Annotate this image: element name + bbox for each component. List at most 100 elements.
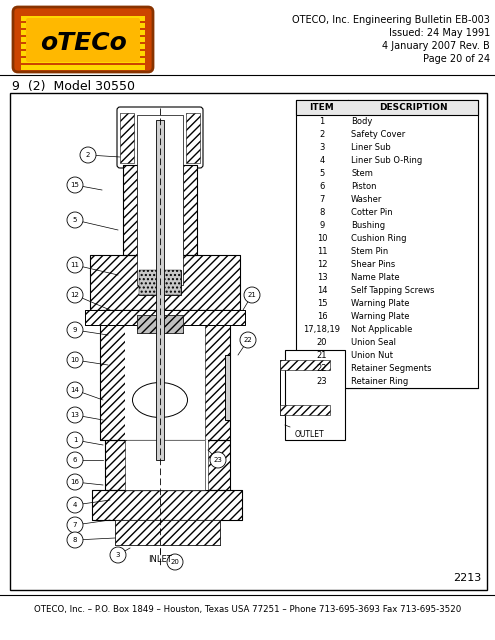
Polygon shape (15, 12, 151, 67)
Bar (100, 310, 230, 440)
Bar (105, 440, 127, 490)
Text: 2: 2 (319, 130, 325, 139)
Text: Issued: 24 May 1991: Issued: 24 May 1991 (389, 28, 490, 38)
Text: 17,18,19: 17,18,19 (303, 325, 341, 334)
Bar (85, 310, 245, 325)
Bar (105, 440, 230, 490)
Text: Stem Pin: Stem Pin (351, 247, 388, 256)
Text: Liner Sub O-Ring: Liner Sub O-Ring (351, 156, 422, 165)
Text: 8: 8 (73, 537, 77, 543)
Bar (139, 270, 181, 295)
Bar (139, 270, 181, 295)
Bar (10, 93, 487, 590)
Text: Liner Sub: Liner Sub (351, 143, 391, 152)
Bar (92, 490, 242, 520)
Text: OTECO, Inc. Engineering Bulletin EB-003: OTECO, Inc. Engineering Bulletin EB-003 (292, 15, 490, 25)
Text: 9  (2)  Model 30550: 9 (2) Model 30550 (12, 80, 135, 93)
Bar (125, 310, 205, 440)
Bar (21, 44, 145, 49)
Text: OTECO, Inc. – P.O. Box 1849 – Houston, Texas USA 77251 – Phone 713-695-3693 Fax : OTECO, Inc. – P.O. Box 1849 – Houston, T… (34, 605, 462, 614)
Text: DESCRIPTION: DESCRIPTION (379, 103, 447, 112)
Text: Name Plate: Name Plate (351, 273, 399, 282)
Text: 15: 15 (317, 299, 327, 308)
Circle shape (67, 382, 83, 398)
Circle shape (67, 352, 83, 368)
Text: 21: 21 (317, 351, 327, 360)
Text: 9: 9 (73, 327, 77, 333)
Text: 16: 16 (70, 479, 80, 485)
Text: 5: 5 (73, 217, 77, 223)
Circle shape (67, 517, 83, 533)
Text: 4 January 2007 Rev. B: 4 January 2007 Rev. B (382, 41, 490, 51)
Bar (100, 310, 125, 440)
Text: Warning Plate: Warning Plate (351, 299, 409, 308)
Text: 22: 22 (317, 364, 327, 373)
Circle shape (80, 147, 96, 163)
Text: 2213: 2213 (453, 573, 481, 583)
Bar (186, 113, 200, 163)
Text: Body: Body (351, 117, 372, 126)
Text: oTECo: oTECo (40, 31, 126, 55)
Ellipse shape (133, 383, 188, 417)
Text: 3: 3 (319, 143, 325, 152)
Text: 9: 9 (319, 221, 325, 230)
Text: Warning Plate: Warning Plate (351, 312, 409, 321)
Bar (90, 255, 240, 310)
Text: 15: 15 (71, 182, 79, 188)
Bar (280, 405, 330, 415)
Text: Bushing: Bushing (351, 221, 385, 230)
Text: 11: 11 (317, 247, 327, 256)
Text: Union Seal: Union Seal (351, 338, 396, 347)
Text: 16: 16 (317, 312, 327, 321)
Bar (280, 360, 330, 415)
Text: 3: 3 (116, 552, 120, 558)
Text: Self Tapping Screws: Self Tapping Screws (351, 286, 435, 295)
Text: 20: 20 (317, 338, 327, 347)
Text: 4: 4 (73, 502, 77, 508)
Bar (225, 355, 230, 420)
Text: 2: 2 (86, 152, 90, 158)
Text: 23: 23 (317, 377, 327, 386)
Text: Stem: Stem (351, 169, 373, 178)
Circle shape (67, 532, 83, 548)
Text: 10: 10 (70, 357, 80, 363)
Bar (92, 490, 242, 520)
Text: Page 20 of 24: Page 20 of 24 (423, 54, 490, 64)
Text: 20: 20 (171, 559, 179, 565)
Bar (123, 165, 197, 255)
Bar (296, 100, 478, 115)
Text: 4: 4 (319, 156, 325, 165)
Text: 6: 6 (319, 182, 325, 191)
Text: Safety Cover: Safety Cover (351, 130, 405, 139)
Bar (285, 350, 345, 440)
Text: Union Nut: Union Nut (351, 351, 393, 360)
Text: 23: 23 (213, 457, 222, 463)
Bar (280, 360, 330, 370)
Text: Retainer Segments: Retainer Segments (351, 364, 432, 373)
Circle shape (67, 257, 83, 273)
Bar (21, 65, 145, 70)
Bar (90, 255, 240, 310)
Text: OUTLET: OUTLET (295, 430, 325, 439)
Text: 7: 7 (319, 195, 325, 204)
Bar (205, 310, 230, 440)
Text: Not Applicable: Not Applicable (351, 325, 412, 334)
Bar (85, 310, 245, 325)
Circle shape (67, 452, 83, 468)
Text: Retainer Ring: Retainer Ring (351, 377, 408, 386)
Circle shape (67, 322, 83, 338)
Bar (115, 520, 220, 545)
Bar (137, 115, 183, 285)
Bar (123, 165, 137, 255)
Bar (137, 315, 183, 333)
Bar (127, 440, 208, 490)
Bar (21, 23, 145, 28)
Text: 12: 12 (71, 292, 79, 298)
Text: 13: 13 (317, 273, 327, 282)
Circle shape (240, 332, 256, 348)
Text: 12: 12 (317, 260, 327, 269)
Circle shape (244, 287, 260, 303)
Circle shape (67, 177, 83, 193)
Text: INLET: INLET (148, 555, 172, 564)
Bar (156, 120, 164, 460)
